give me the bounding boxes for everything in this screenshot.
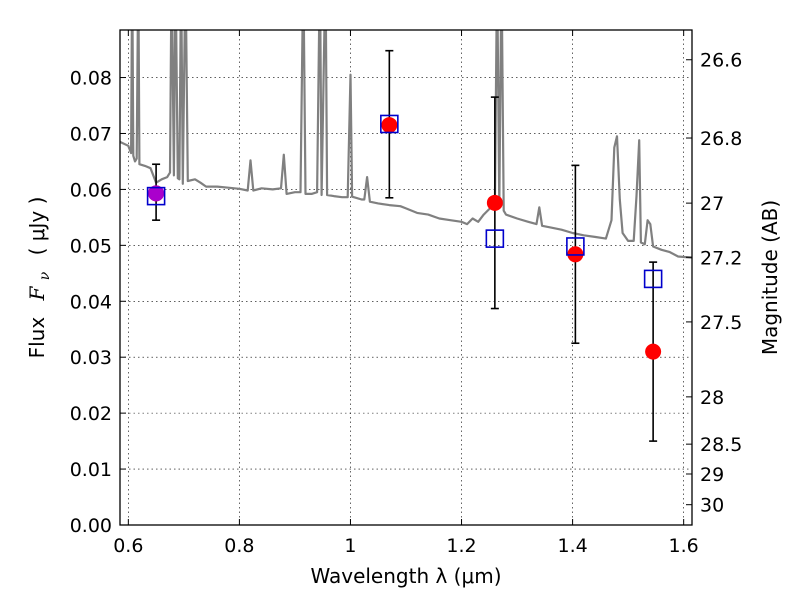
plot-area bbox=[120, 30, 692, 442]
y-tick-label: 0.08 bbox=[70, 68, 112, 90]
y-tick-label: 0.03 bbox=[70, 347, 112, 369]
magnitude-tick-label: 29 bbox=[700, 464, 724, 486]
observed-flux-point bbox=[381, 117, 398, 134]
y-tick-label: 0.07 bbox=[70, 123, 112, 145]
y-axis-label-units: ( μJy ) bbox=[25, 197, 49, 256]
y-tick-label: 0.00 bbox=[70, 515, 112, 537]
magnitude-tick-label: 26.8 bbox=[700, 128, 742, 150]
x-tick-label: 0.8 bbox=[224, 535, 254, 557]
axis-ticks: 0.6 0.8 1 1.2 1.4 1.6 0.00 0.01 0.02 0.03 0.04 0.05… bbox=[70, 30, 742, 557]
grid bbox=[120, 30, 692, 525]
magnitude-tick-label: 28 bbox=[700, 387, 724, 409]
y-axis-label-right: Magnitude (AB) bbox=[758, 200, 782, 355]
model-spectrum-line bbox=[120, 30, 692, 259]
model-photometry-square bbox=[380, 114, 399, 134]
y-axis-label-subscript: ν bbox=[37, 271, 53, 280]
magnitude-tick-label: 27.5 bbox=[700, 312, 742, 334]
y-tick-label: 0.02 bbox=[70, 403, 112, 425]
magnitude-tick-label: 30 bbox=[700, 495, 724, 517]
x-tick-label: 1.6 bbox=[669, 535, 699, 557]
y-tick-label: 0.04 bbox=[70, 291, 112, 313]
model-photometry-square bbox=[566, 237, 585, 256]
overlap-point bbox=[148, 185, 165, 202]
model-photometry-square bbox=[146, 186, 166, 206]
model-photometry-square bbox=[643, 269, 663, 289]
y-axis-label-left: Flux F ν ( μJy ) bbox=[25, 197, 54, 359]
magnitude-tick-label: 27 bbox=[700, 193, 724, 215]
magnitude-tick-label: 28.5 bbox=[700, 434, 742, 456]
x-tick-label: 0.6 bbox=[113, 535, 143, 557]
x-tick-label: 1.4 bbox=[557, 535, 587, 557]
x-axis-label: Wavelength λ (μm) bbox=[310, 564, 501, 588]
model-photometry-square bbox=[485, 229, 505, 248]
y-tick-label: 0.05 bbox=[70, 235, 112, 257]
magnitude-tick-label: 26.6 bbox=[700, 50, 742, 72]
observed-flux-point bbox=[645, 343, 662, 360]
observed-flux-point bbox=[486, 194, 503, 211]
magnitude-tick-label: 27.2 bbox=[700, 247, 742, 269]
y-tick-label: 0.06 bbox=[70, 179, 112, 201]
y-axis-label-symbol: F bbox=[25, 285, 49, 301]
y-axis-label-text: Flux bbox=[25, 317, 49, 359]
x-tick-label: 1 bbox=[344, 535, 356, 557]
x-tick-label: 1.2 bbox=[446, 535, 476, 557]
plot-frame bbox=[119, 29, 693, 526]
y-tick-label: 0.01 bbox=[70, 459, 112, 481]
